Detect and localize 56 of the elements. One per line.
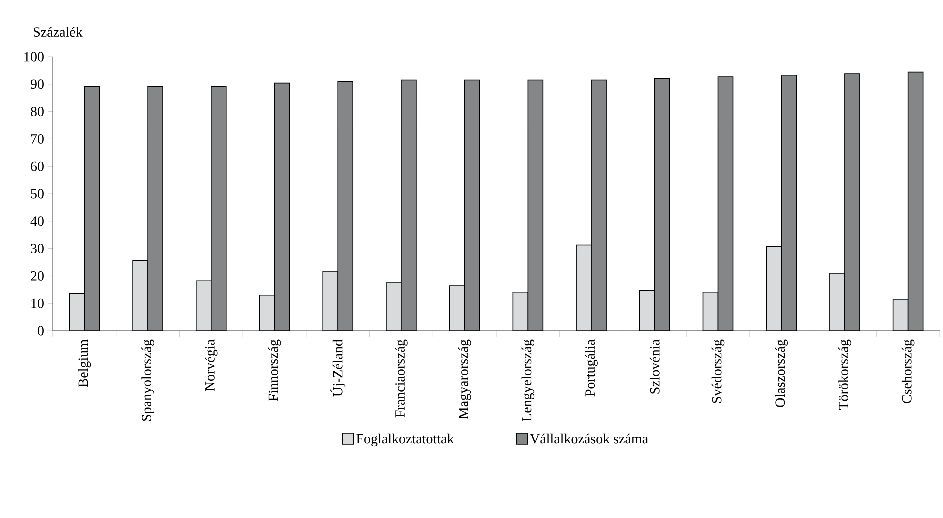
bar [84, 86, 100, 331]
bar [132, 260, 148, 331]
y-axis-title: Százalék [34, 27, 83, 38]
x-tick-label: Finnország [268, 340, 282, 402]
y-tick-label: 10 [32, 298, 44, 308]
bar [654, 78, 670, 331]
bar [449, 286, 466, 331]
bar [528, 80, 544, 331]
bar [386, 282, 402, 331]
x-tick-label: Olaszország [775, 340, 788, 408]
legend-label: Vállalkozások száma [530, 434, 648, 444]
x-tick-label: Törökország [838, 340, 852, 410]
bar [274, 82, 290, 331]
bar [338, 82, 354, 331]
bar [259, 294, 276, 331]
y-tick-label: 50 [31, 189, 44, 199]
x-tick-label: Franciaország [395, 340, 408, 418]
bar [718, 76, 734, 331]
legend-label: Foglalkoztatottak [356, 434, 454, 447]
y-tick-label: 30 [31, 244, 44, 254]
bar [639, 290, 656, 331]
bar [211, 86, 227, 331]
bar [781, 74, 798, 331]
bar [908, 72, 924, 331]
bar [196, 280, 212, 331]
y-tick-label: 80 [31, 107, 44, 117]
x-tick-label: Szlovénia [650, 340, 660, 394]
x-tick-label: Portugália [585, 340, 598, 397]
x-tick-label: Spanyolország [142, 340, 154, 422]
x-tick-label: Svédország [712, 340, 725, 404]
x-tick-label: Lengyelország [522, 340, 535, 422]
y-tick-label: 40 [30, 216, 44, 226]
bar [576, 244, 592, 331]
bar [401, 80, 417, 331]
bar [464, 80, 480, 331]
x-tick-label: Norvégia [205, 340, 218, 392]
bar [766, 246, 782, 331]
bar [892, 300, 909, 331]
bar [830, 273, 846, 331]
x-tick-label: Csehország [902, 340, 915, 404]
y-tick-label: 70 [31, 134, 44, 144]
y-tick-label: 20 [31, 271, 44, 281]
y-tick-label: 60 [31, 162, 44, 172]
bar [322, 271, 339, 331]
x-tick-label: Magyarország [458, 340, 472, 420]
bar [844, 74, 860, 331]
x-tick-label: Új-Zéland [330, 340, 346, 397]
x-tick-label: Belgium [78, 340, 92, 388]
bar [512, 292, 529, 331]
bar [148, 86, 164, 331]
y-tick-label: 100 [24, 52, 44, 62]
y-tick-label: 90 [30, 80, 44, 90]
bar [591, 80, 607, 331]
bar [69, 293, 86, 331]
bar [702, 292, 719, 331]
y-tick-label: 0 [38, 326, 44, 336]
